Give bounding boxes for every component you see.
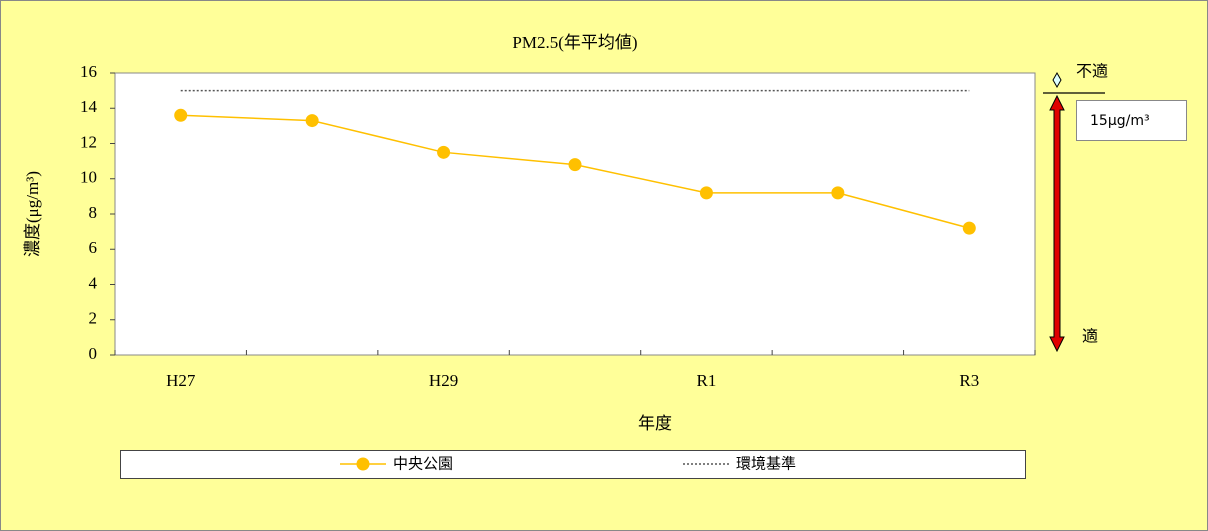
diamond-icon [1052,71,1062,89]
legend-box [120,450,1026,479]
y-axis-label: 濃度(μg/m³) [23,171,42,257]
plot-area [114,72,1036,356]
data-point [437,145,451,159]
y-tick-label: 16 [80,62,97,81]
x-axis-label: 年度 [638,414,672,433]
y-tick-label: 2 [89,309,98,328]
x-tick-label: R1 [697,371,717,390]
data-point [174,108,188,122]
data-point [305,114,319,128]
y-tick-label: 4 [89,273,98,292]
data-point [699,186,713,200]
y-tick-label: 12 [80,132,97,151]
annotation-bad: 不適 [1076,62,1108,81]
annotation-box [1076,100,1187,141]
y-tick-label: 14 [80,97,98,116]
annotation-standard: 15μg/m³ [1090,113,1150,129]
y-tick-label: 0 [89,344,98,363]
y-tick-label: 8 [89,203,98,222]
y-tick-label: 6 [89,238,98,257]
chart-title: PM2.5(年平均値) [512,33,637,52]
data-point [962,221,976,235]
x-tick-label: H27 [166,371,196,390]
y-tick-label: 10 [80,168,97,187]
x-tick-label: H29 [429,371,458,390]
legend-marker [356,457,370,471]
legend-label: 中央公園 [393,455,453,473]
annotation-good: 適 [1082,327,1098,346]
data-point [831,186,845,200]
x-tick-label: R3 [959,371,979,390]
data-point [568,158,582,172]
legend-label: 環境基準 [736,455,796,473]
range-arrow [1049,94,1065,353]
